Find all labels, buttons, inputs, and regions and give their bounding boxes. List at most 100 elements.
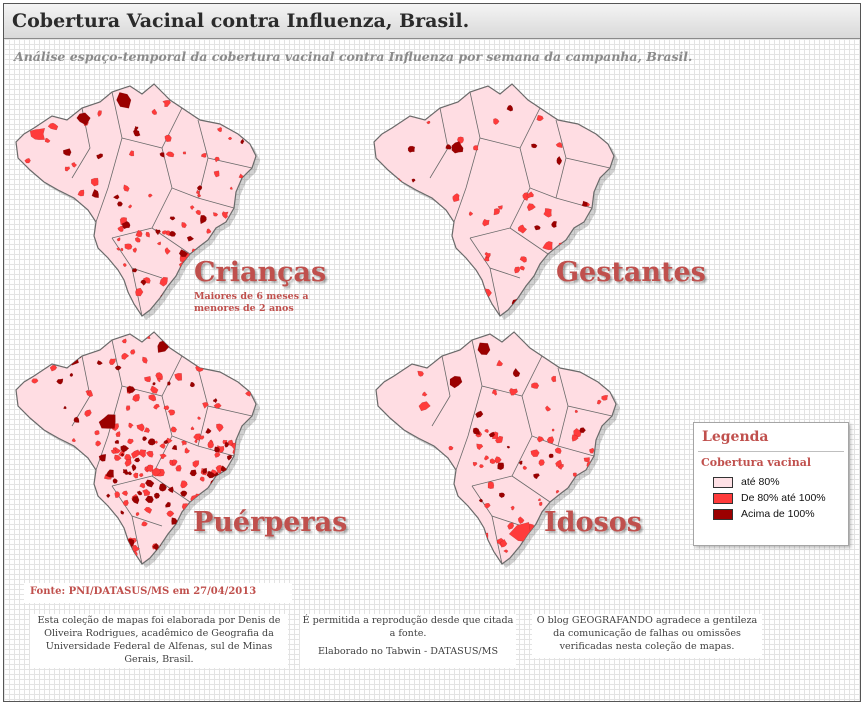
- municipality-high: [568, 542, 577, 552]
- municipality-high: [154, 492, 161, 500]
- municipality-medium: [167, 409, 176, 416]
- municipality-high: [205, 427, 212, 434]
- municipality-high: [227, 475, 232, 479]
- municipality-medium: [71, 438, 76, 443]
- municipality-medium: [124, 549, 130, 554]
- map-label-gestantes: Gestantes: [556, 257, 706, 288]
- municipality-medium: [220, 486, 224, 490]
- municipality-medium: [214, 156, 220, 163]
- municipality-medium: [113, 454, 122, 461]
- municipality-medium: [141, 521, 148, 527]
- municipality-medium: [85, 389, 90, 394]
- municipality-medium: [34, 472, 42, 480]
- municipality-high: [512, 367, 521, 378]
- municipality-medium: [496, 359, 504, 367]
- municipality-high: [136, 490, 143, 496]
- municipality-medium: [44, 137, 51, 143]
- source-text: Fonte: PNI/DATASUS/MS em 27/04/2013: [30, 586, 257, 597]
- municipality-medium: [229, 545, 238, 554]
- municipality-high: [131, 268, 138, 273]
- municipality-high: [407, 145, 416, 153]
- municipality-high: [449, 375, 463, 389]
- municipality-medium: [514, 266, 521, 274]
- municipality-medium: [221, 483, 228, 489]
- municipality-medium: [518, 265, 526, 271]
- municipality-medium: [139, 482, 146, 489]
- brazil-map-idosos: [375, 331, 620, 568]
- municipality-medium: [583, 542, 588, 548]
- municipality-medium: [128, 150, 135, 157]
- municipality-high: [187, 90, 198, 98]
- municipality-medium: [115, 431, 121, 437]
- municipality-high: [506, 104, 514, 112]
- municipality-medium: [386, 85, 393, 93]
- municipality-medium: [193, 433, 202, 441]
- municipality-high: [211, 490, 220, 499]
- municipality-medium: [151, 467, 162, 477]
- municipality-medium: [142, 356, 148, 364]
- municipality-high: [114, 439, 120, 444]
- municipality-medium: [156, 241, 162, 246]
- municipality-high: [478, 498, 483, 503]
- municipality-medium: [94, 430, 100, 436]
- municipality-medium: [484, 503, 491, 509]
- municipality-high: [169, 216, 176, 221]
- municipality-medium: [135, 230, 143, 238]
- footer-reproduction-text: É permitida a reprodução desde que citad…: [302, 615, 514, 639]
- page-subtitle: Análise espaço-temporal da cobertura vac…: [14, 49, 693, 64]
- footer-author-text: Esta coleção de mapas foi elaborada por …: [37, 615, 281, 665]
- legend-divider: [698, 451, 844, 452]
- municipality-medium: [537, 539, 543, 546]
- municipality-medium: [521, 550, 530, 560]
- municipality-medium: [195, 189, 200, 195]
- municipality-medium: [122, 262, 127, 267]
- municipality-medium: [121, 338, 127, 344]
- municipality-medium: [79, 481, 87, 490]
- municipality-medium: [123, 184, 130, 192]
- municipality-medium: [472, 145, 479, 151]
- municipality-high: [196, 185, 203, 191]
- municipality-medium: [164, 247, 171, 255]
- municipality-high: [65, 347, 80, 366]
- municipality-high: [226, 454, 233, 461]
- state-border: [469, 91, 541, 149]
- country-outline: [375, 331, 617, 565]
- municipality-high: [518, 460, 523, 466]
- municipality-medium: [217, 127, 222, 133]
- municipality-medium: [440, 224, 446, 229]
- municipality-medium: [157, 377, 161, 383]
- municipality-medium: [145, 450, 154, 458]
- municipality-high: [534, 225, 541, 231]
- state-border: [555, 157, 567, 199]
- municipality-medium: [181, 222, 187, 229]
- municipality-medium: [589, 447, 595, 454]
- municipality-high: [91, 189, 99, 199]
- municipality-medium: [190, 556, 195, 561]
- municipality-medium: [65, 360, 70, 365]
- municipality-medium: [390, 355, 395, 360]
- municipality-high: [171, 517, 178, 525]
- municipality-high: [537, 281, 547, 289]
- municipality-medium: [601, 394, 609, 401]
- municipality-medium: [120, 247, 124, 252]
- municipality-high: [171, 444, 178, 451]
- municipality-high: [76, 489, 83, 497]
- municipality-medium: [538, 528, 544, 533]
- municipality-medium: [80, 332, 87, 340]
- municipality-medium: [150, 385, 159, 394]
- footer-thanks-text: O blog GEOGRAFANDO agradece a gentileza …: [536, 615, 758, 652]
- map-label-puerperas: Puérperas: [193, 507, 348, 538]
- legend-label-high: Acima de 100%: [741, 508, 815, 520]
- municipality-medium: [530, 449, 540, 457]
- municipality-high: [133, 457, 141, 463]
- municipality-high: [152, 382, 156, 386]
- municipality-medium: [112, 447, 117, 452]
- municipality-medium: [559, 501, 564, 506]
- municipality-high: [98, 454, 107, 462]
- municipality-high: [131, 495, 140, 505]
- municipality-high: [126, 386, 136, 394]
- municipality-medium: [543, 208, 552, 218]
- municipality-medium: [170, 426, 178, 433]
- municipality-high: [132, 128, 141, 137]
- municipality-medium: [206, 228, 212, 234]
